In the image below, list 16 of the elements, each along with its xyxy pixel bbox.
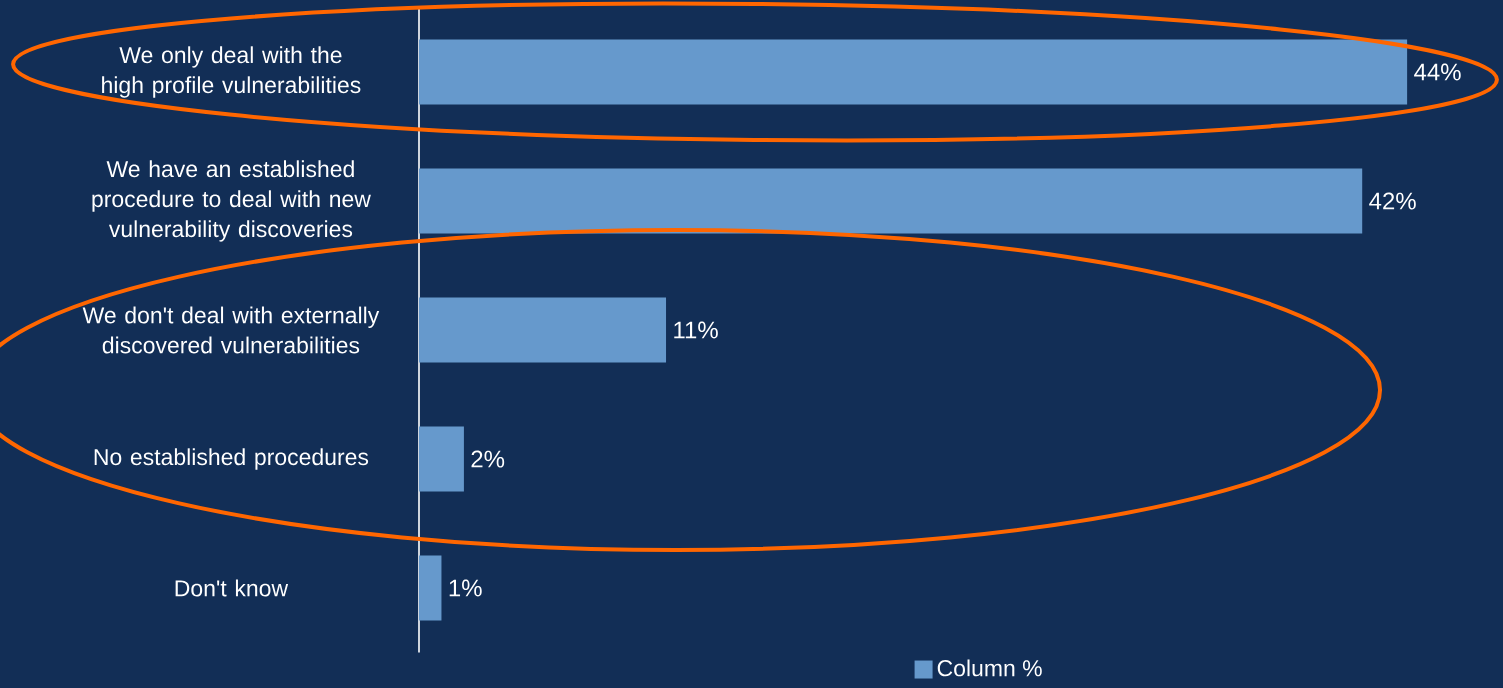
data-label: 44% <box>1414 63 1461 81</box>
y-tick-label: Don't know <box>175 579 289 597</box>
y-tick-label: We don't deal with externally discovered vulnerabilities <box>82 306 380 354</box>
y-tick-label: We have an established procedure to deal with new vulnerability discoveries <box>92 160 371 242</box>
y-tick-label: We only deal with the high profile vulnerabilities <box>102 46 361 98</box>
bar <box>419 297 667 363</box>
y-tick-label: No established procedures <box>94 448 369 470</box>
data-label: 11% <box>674 321 718 339</box>
bar <box>419 426 464 492</box>
data-label: 42% <box>1369 192 1416 210</box>
data-label: 1% <box>449 579 482 597</box>
bar <box>419 39 1408 105</box>
data-label: 2% <box>471 450 505 468</box>
bar <box>419 168 1363 234</box>
legend-label: Column % <box>937 659 1042 677</box>
bar <box>419 555 442 621</box>
